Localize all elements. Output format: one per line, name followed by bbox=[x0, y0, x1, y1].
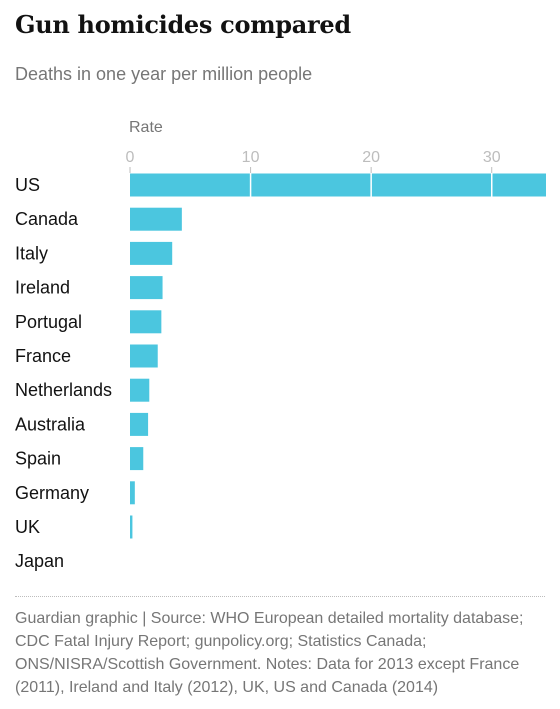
category-label: France bbox=[15, 346, 71, 366]
x-tick-label: 30 bbox=[483, 149, 501, 166]
category-label: Ireland bbox=[15, 278, 70, 298]
bar bbox=[130, 481, 135, 505]
category-label: Canada bbox=[15, 209, 79, 229]
bar bbox=[130, 276, 163, 300]
bar bbox=[130, 173, 546, 197]
bar bbox=[130, 207, 182, 231]
category-label: Spain bbox=[15, 449, 61, 469]
footer-divider bbox=[15, 596, 545, 597]
bar bbox=[130, 412, 149, 436]
x-tick-label: 20 bbox=[362, 149, 380, 166]
bar bbox=[130, 447, 144, 471]
bar-separators bbox=[249, 173, 493, 197]
x-tick-label: 10 bbox=[242, 149, 260, 166]
category-labels: US Canada Italy Ireland Portugal France Nether… bbox=[15, 175, 112, 571]
source-note: Guardian graphic | Source: WHO European … bbox=[15, 610, 524, 696]
axis-label: Rate bbox=[129, 119, 163, 136]
bar bbox=[130, 310, 162, 334]
chart-subtitle: Deaths in one year per million people bbox=[15, 64, 313, 84]
category-label: Portugal bbox=[15, 312, 82, 332]
category-label: Italy bbox=[15, 243, 48, 263]
x-tick-label: 0 bbox=[126, 149, 135, 166]
bar-chart: Rate 0 10 20 30 US Canada Italy Ireland Portuga… bbox=[15, 119, 546, 571]
category-label: Netherlands bbox=[15, 380, 112, 400]
category-label: Japan bbox=[15, 551, 64, 571]
category-label: US bbox=[15, 175, 40, 195]
chart-title: Gun homicides compared bbox=[15, 10, 351, 39]
bar bbox=[130, 378, 150, 402]
bars bbox=[130, 173, 546, 539]
bar bbox=[130, 344, 158, 368]
category-label: Australia bbox=[15, 414, 86, 434]
bar bbox=[130, 241, 173, 265]
x-axis-ticks: 0 10 20 30 bbox=[126, 149, 501, 173]
category-label: Germany bbox=[15, 483, 89, 503]
category-label: UK bbox=[15, 517, 40, 537]
bar bbox=[130, 515, 133, 539]
